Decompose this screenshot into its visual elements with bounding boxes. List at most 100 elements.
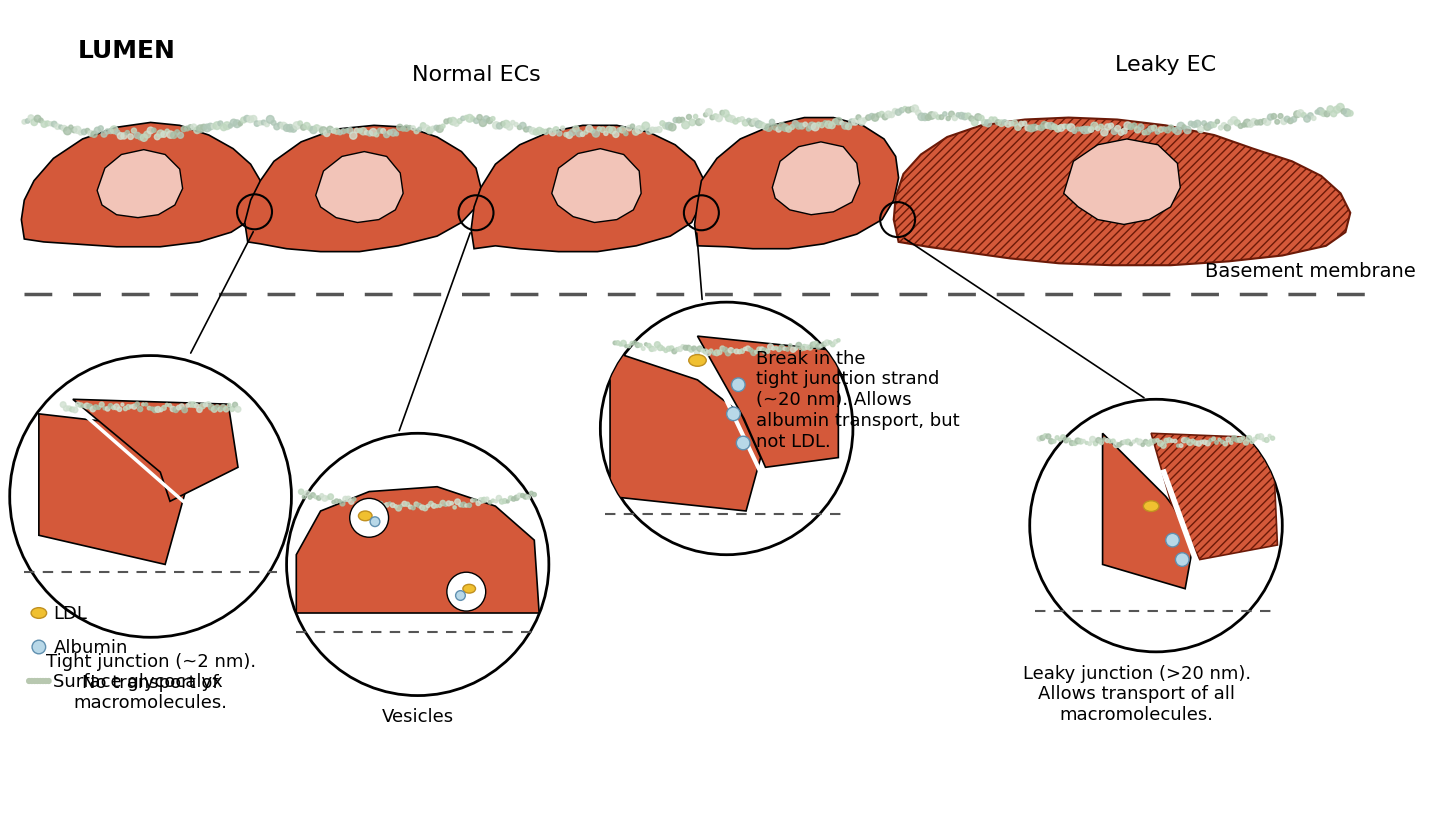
Circle shape [352,498,356,501]
Circle shape [835,119,842,125]
Circle shape [1164,439,1168,444]
Circle shape [627,345,630,348]
Circle shape [636,343,640,348]
Circle shape [380,502,383,505]
Circle shape [1343,110,1350,117]
Circle shape [816,344,821,350]
Circle shape [518,126,521,130]
Circle shape [191,124,196,131]
Circle shape [808,123,816,130]
Circle shape [925,115,931,121]
Circle shape [132,405,137,410]
Circle shape [1128,124,1133,130]
Circle shape [1096,127,1100,132]
Circle shape [1324,112,1330,118]
Circle shape [1261,439,1266,441]
Circle shape [495,500,498,503]
Circle shape [533,130,540,136]
Circle shape [695,120,703,126]
Circle shape [364,131,368,136]
Polygon shape [1103,434,1195,589]
Circle shape [778,124,786,131]
Circle shape [1288,119,1293,124]
Circle shape [741,350,745,354]
Circle shape [455,500,460,505]
Circle shape [915,111,921,116]
Circle shape [490,117,495,121]
Circle shape [284,125,291,132]
Circle shape [1045,124,1051,129]
Circle shape [390,130,397,137]
Circle shape [175,131,179,135]
Circle shape [1090,437,1096,442]
Circle shape [720,346,725,351]
Circle shape [681,346,685,349]
Circle shape [162,132,167,138]
Circle shape [170,133,178,139]
Circle shape [255,122,259,127]
Circle shape [1151,126,1157,132]
Circle shape [749,349,752,353]
Circle shape [367,132,372,137]
Circle shape [464,116,469,120]
Circle shape [103,407,106,410]
Circle shape [1104,124,1110,131]
Circle shape [765,350,770,354]
Circle shape [1064,438,1068,443]
Circle shape [410,127,415,131]
Circle shape [786,127,792,133]
Circle shape [239,122,243,127]
Circle shape [781,125,789,132]
Circle shape [1187,440,1193,446]
Circle shape [215,405,220,410]
Circle shape [819,345,824,348]
Circle shape [1167,438,1171,443]
Circle shape [44,679,48,684]
Circle shape [1231,118,1238,124]
Circle shape [327,127,333,133]
Circle shape [1109,440,1112,443]
Circle shape [1165,534,1180,547]
Circle shape [444,120,448,124]
Circle shape [169,405,172,408]
Circle shape [770,120,774,125]
Circle shape [1030,400,1282,652]
Text: Normal ECs: Normal ECs [412,65,540,85]
Circle shape [247,117,253,124]
Circle shape [287,125,294,133]
Circle shape [195,404,199,409]
Circle shape [1158,128,1164,133]
Circle shape [135,402,140,407]
Circle shape [1250,120,1257,126]
Circle shape [989,118,994,122]
Circle shape [419,505,425,510]
Circle shape [95,128,100,134]
Circle shape [706,110,713,116]
Circle shape [527,127,533,133]
Circle shape [303,495,306,499]
Circle shape [207,402,211,407]
Circle shape [1315,111,1320,115]
Circle shape [1123,440,1128,445]
Circle shape [895,110,902,116]
Circle shape [735,350,739,355]
Circle shape [358,129,362,133]
Circle shape [687,115,691,120]
Circle shape [1075,128,1080,132]
Circle shape [346,129,354,134]
Circle shape [1173,440,1177,443]
Circle shape [1327,106,1334,113]
Circle shape [479,120,486,127]
Circle shape [1209,439,1212,442]
Circle shape [1152,440,1157,443]
Polygon shape [773,143,860,215]
Circle shape [694,115,698,120]
Circle shape [476,501,480,506]
Circle shape [492,500,495,503]
Circle shape [790,125,794,130]
Circle shape [502,499,508,504]
Text: Leaky EC: Leaky EC [1115,56,1216,75]
Circle shape [1228,120,1234,126]
Circle shape [1099,441,1103,445]
Ellipse shape [688,355,706,367]
